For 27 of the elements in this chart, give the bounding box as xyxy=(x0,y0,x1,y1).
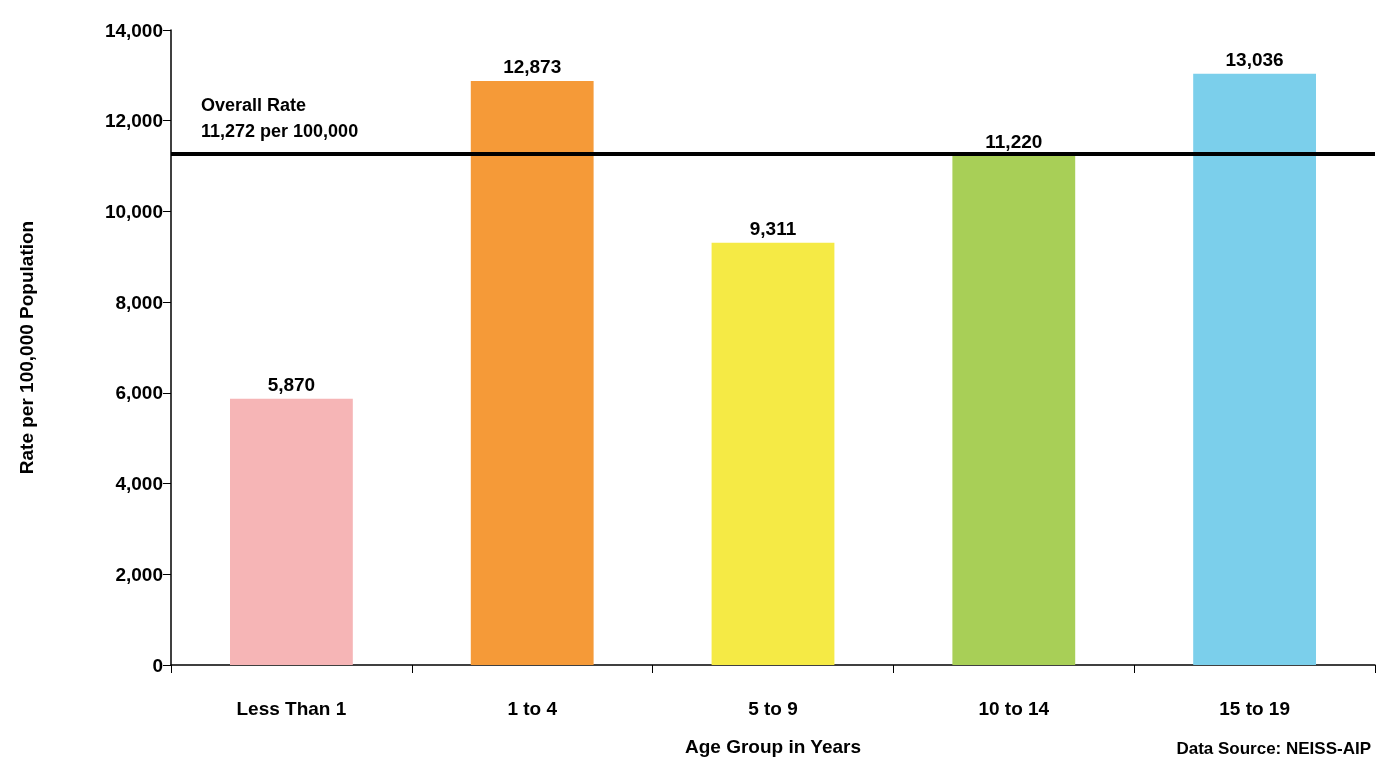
y-tick-label: 4,000 xyxy=(115,473,163,495)
y-axis-title: Rate per 100,000 Population xyxy=(16,220,37,475)
y-tick-label: 10,000 xyxy=(104,200,163,222)
data-label: 13,036 xyxy=(1225,48,1284,70)
x-tick-label: 15 to 19 xyxy=(1219,698,1290,719)
data-label: 12,873 xyxy=(503,56,562,78)
x-axis-title: Age Group in Years xyxy=(685,736,861,757)
y-tick-label: 14,000 xyxy=(104,19,163,41)
bar xyxy=(711,242,835,665)
bar xyxy=(952,156,1076,665)
bar xyxy=(1193,73,1316,665)
y-tick-label: 2,000 xyxy=(115,563,163,585)
y-tick-label: 8,000 xyxy=(115,291,163,313)
data-label: 9,311 xyxy=(749,217,797,239)
x-tick-label: 1 to 4 xyxy=(507,698,558,719)
x-tick-label: Less Than 1 xyxy=(236,698,347,719)
x-tick-label: 5 to 9 xyxy=(748,698,798,719)
data-label: 11,220 xyxy=(985,131,1043,153)
bar xyxy=(470,81,594,665)
data-label: 5,870 xyxy=(267,373,316,395)
source-note: Data Source: NEISS-AIP xyxy=(1176,739,1372,758)
y-tick-label: 12,000 xyxy=(104,110,163,132)
bar xyxy=(230,398,353,665)
ref-line-label: Overall Rate 11,272 per 100,000 xyxy=(201,94,359,141)
y-tick-label: 6,000 xyxy=(115,382,163,404)
y-tick-label: 0 xyxy=(152,654,163,676)
x-tick-label: 10 to 14 xyxy=(978,698,1050,719)
